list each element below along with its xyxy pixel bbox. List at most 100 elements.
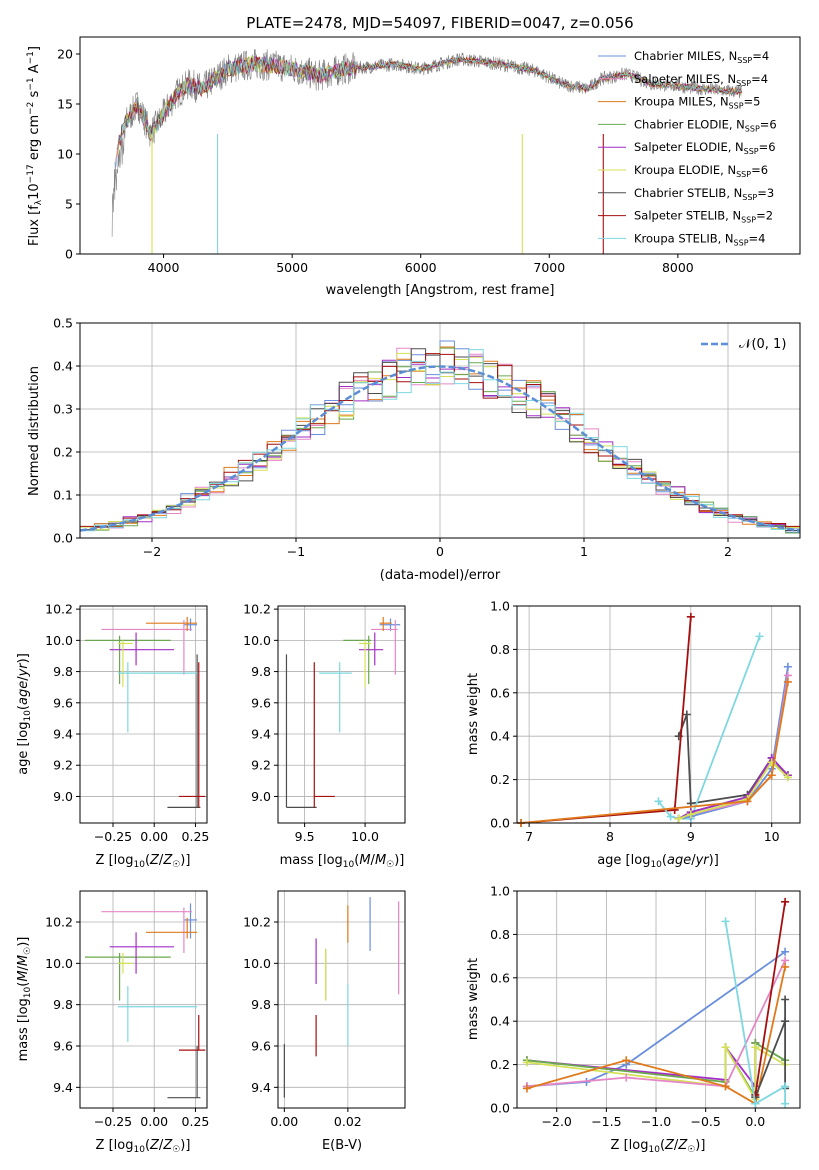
z-mass-y-label: mass [log10(M/M☉)] bbox=[16, 937, 33, 1062]
normal-legend-label: 𝒩(0, 1) bbox=[739, 337, 786, 352]
weight-marker bbox=[670, 805, 679, 814]
legend-count: =5 bbox=[744, 95, 761, 109]
age-weight-panel: 7 8 9 10 0.0 0.2 0.4 0.6 0.8 1.0 age [log10(age/… bbox=[466, 599, 801, 870]
weight-line bbox=[526, 1043, 786, 1103]
weight-marker bbox=[522, 1084, 531, 1093]
y-tick-label: 0.4 bbox=[490, 1014, 510, 1029]
weight-marker bbox=[781, 947, 790, 956]
legend-subscript: SSP bbox=[737, 56, 752, 65]
z-weight-x-label: Z [log10(Z/Z☉)] bbox=[611, 1138, 706, 1155]
spectrum-y-ticks: 0 5 10 15 20 bbox=[57, 47, 80, 262]
spectrum-x-label: wavelength [Angstrom, rest frame] bbox=[326, 283, 555, 298]
y-tick-label: 10.0 bbox=[243, 956, 271, 971]
legend-count: =6 bbox=[760, 117, 777, 131]
ebv-mass-x-ticks: 0.00 0.02 bbox=[270, 1108, 362, 1129]
weight-marker bbox=[781, 897, 790, 906]
x-tick-label: −0.25 bbox=[94, 1114, 132, 1129]
y-tick-label: 0.0 bbox=[490, 816, 510, 831]
legend-label: Kroupa STELIB, NSSP=4 bbox=[634, 231, 765, 247]
weight-marker bbox=[686, 810, 695, 819]
histogram-plot-area bbox=[79, 322, 801, 539]
weight-marker bbox=[783, 677, 792, 686]
y-tick-label: 9.6 bbox=[53, 695, 73, 710]
spectrum-legend: Chabrier MILES, NSSP=4 Salpeter MILES, NS… bbox=[598, 49, 777, 247]
legend-subscript: SSP bbox=[736, 170, 751, 179]
legend-subscript: SSP bbox=[745, 124, 760, 133]
ebv-mass-panel: 0.00 0.02 9.4 9.6 9.8 10.0 10.2 E(B-V) bbox=[243, 890, 406, 1153]
legend-label: Salpeter ELODIE, NSSP=6 bbox=[634, 140, 776, 156]
y-tick-label: 0.5 bbox=[53, 316, 73, 331]
y-tick-label: 0.0 bbox=[490, 1101, 510, 1116]
y-tick-label: 10.0 bbox=[243, 633, 271, 648]
weight-marker bbox=[751, 1043, 760, 1052]
x-tick-label: −2 bbox=[143, 544, 161, 559]
weight-marker bbox=[781, 1082, 790, 1091]
weight-marker bbox=[622, 1073, 631, 1082]
legend-subscript: SSP bbox=[734, 238, 749, 247]
z-weight-y-ticks: 0.0 0.2 0.4 0.6 0.8 1.0 bbox=[490, 884, 517, 1116]
y-tick-label: 9.4 bbox=[53, 1080, 73, 1095]
spectrum-frame bbox=[79, 36, 801, 255]
legend-subscript: SSP bbox=[729, 102, 744, 111]
legend-subscript: SSP bbox=[736, 79, 751, 88]
age-weight-frame bbox=[516, 605, 801, 824]
age-weight-x-ticks: 7 8 9 10 bbox=[525, 823, 780, 844]
weight-line bbox=[754, 999, 786, 1098]
spectrum-y-label: Flux [fλ10−17 erg cm−2 s−1 A−1] bbox=[26, 46, 44, 246]
z-age-y-ticks: 9.0 9.2 9.4 9.6 9.8 10.0 10.2 bbox=[45, 602, 80, 804]
weight-marker bbox=[781, 962, 790, 971]
weight-marker bbox=[721, 917, 730, 926]
residual-histogram-step bbox=[80, 353, 800, 528]
x-tick-label: 0.25 bbox=[182, 1114, 210, 1129]
x-tick-label: 0.25 bbox=[182, 829, 210, 844]
y-tick-label: 0 bbox=[65, 247, 73, 262]
z-age-y-label: age [log10(age/yr)] bbox=[16, 653, 33, 775]
z-mass-panel: −0.25 0.00 0.25 9.4 9.6 9.8 10.0 10.2 Z [log10… bbox=[16, 890, 210, 1155]
x-tick-label: 0.00 bbox=[270, 1114, 298, 1129]
histogram-y-ticks: 0.0 0.1 0.2 0.3 0.4 0.5 bbox=[53, 316, 80, 546]
legend-count: =3 bbox=[757, 186, 774, 200]
weight-marker bbox=[686, 612, 695, 621]
weight-marker bbox=[751, 1090, 760, 1099]
y-tick-label: 10 bbox=[57, 147, 73, 162]
y-tick-label: 9.8 bbox=[251, 997, 271, 1012]
weight-marker bbox=[781, 1099, 790, 1108]
legend-count: =4 bbox=[751, 72, 768, 86]
y-tick-label: 0.1 bbox=[53, 488, 73, 503]
legend-subscript: SSP bbox=[742, 193, 757, 202]
z-weight-x-ticks: −2.0 −1.5 −1.0 −0.5 0.0 bbox=[542, 1108, 765, 1129]
legend-count: =4 bbox=[752, 49, 769, 63]
z-weight-y-label: mass weight bbox=[466, 958, 481, 1040]
x-tick-label: −0.5 bbox=[690, 1114, 720, 1129]
z-age-x-ticks: −0.25 0.00 0.25 bbox=[94, 823, 210, 844]
legend-label: Kroupa ELODIE, NSSP=6 bbox=[634, 163, 768, 179]
y-tick-label: 0.0 bbox=[53, 531, 73, 546]
y-tick-label: 10.2 bbox=[45, 915, 73, 930]
z-weight-frame bbox=[516, 890, 801, 1109]
weight-marker bbox=[682, 710, 691, 719]
mass-age-x-label: mass [log10(M/M☉)] bbox=[280, 853, 405, 870]
legend-label: Chabrier STELIB, NSSP=3 bbox=[634, 186, 774, 202]
weight-marker bbox=[666, 812, 675, 821]
legend-subscript: SSP bbox=[744, 147, 759, 156]
y-tick-label: 9.0 bbox=[53, 789, 73, 804]
legend-count: =4 bbox=[749, 231, 766, 245]
x-tick-label: −0.25 bbox=[94, 829, 132, 844]
spectrum-x-ticks: 4000 5000 6000 7000 8000 bbox=[148, 254, 694, 275]
y-tick-label: 10.2 bbox=[243, 915, 271, 930]
model-spectrum-line bbox=[116, 56, 742, 149]
x-tick-label: 8000 bbox=[662, 260, 694, 275]
y-tick-label: 9.0 bbox=[251, 789, 271, 804]
legend-subscript: SSP bbox=[741, 216, 756, 225]
spectrum-plot-area bbox=[111, 49, 743, 254]
ebv-mass-x-label: E(B-V) bbox=[322, 1138, 362, 1153]
model-spectrum-line bbox=[119, 55, 742, 142]
legend-label: Salpeter MILES, NSSP=4 bbox=[634, 72, 768, 88]
weight-line bbox=[520, 681, 789, 824]
x-tick-label: 6000 bbox=[405, 260, 437, 275]
legend-count: =6 bbox=[759, 140, 776, 154]
legend-label: Salpeter STELIB, NSSP=2 bbox=[634, 209, 773, 225]
y-tick-label: 0.2 bbox=[490, 772, 510, 787]
y-tick-label: 0.2 bbox=[490, 1057, 510, 1072]
normal-curve bbox=[79, 365, 801, 532]
